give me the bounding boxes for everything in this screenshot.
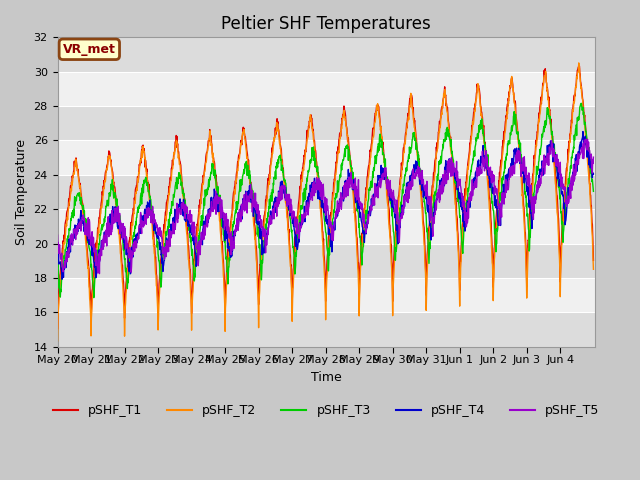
Title: Peltier SHF Temperatures: Peltier SHF Temperatures: [221, 15, 431, 33]
Bar: [58, 37, 595, 72]
Bar: [58, 175, 595, 209]
Bar: [58, 141, 595, 175]
Text: VR_met: VR_met: [63, 43, 116, 56]
Bar: [58, 243, 595, 278]
Bar: [58, 72, 595, 106]
Y-axis label: Soil Temperature: Soil Temperature: [15, 139, 28, 245]
Legend: pSHF_T1, pSHF_T2, pSHF_T3, pSHF_T4, pSHF_T5: pSHF_T1, pSHF_T2, pSHF_T3, pSHF_T4, pSHF…: [48, 399, 604, 422]
Bar: [58, 278, 595, 312]
X-axis label: Time: Time: [311, 371, 342, 384]
Bar: [58, 312, 595, 347]
Bar: [58, 209, 595, 243]
Bar: [58, 106, 595, 141]
